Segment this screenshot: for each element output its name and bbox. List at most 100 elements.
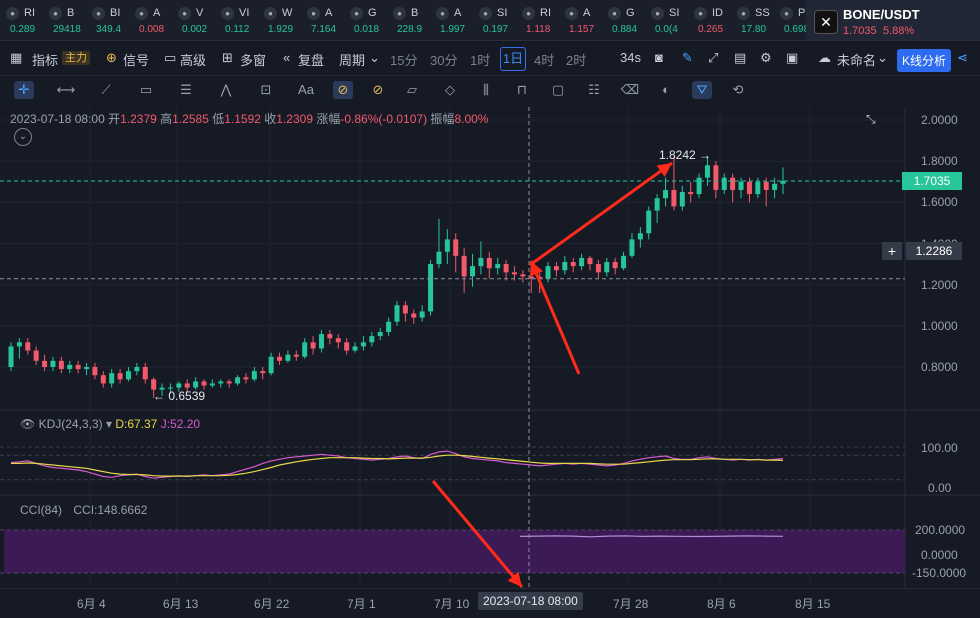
magnet-icon[interactable]: ⊘	[333, 81, 353, 99]
ticker-item[interactable]: ● PI 0.698	[774, 0, 817, 40]
horizontal-line-icon[interactable]: ⟷	[56, 82, 76, 97]
ticker-item[interactable]: ● G 0.018	[344, 0, 387, 40]
kdj-chevron-icon[interactable]: ▾	[105, 417, 112, 431]
ticker-symbol: A	[153, 7, 161, 19]
candle-body	[402, 305, 408, 314]
period-15m[interactable]: 15分	[390, 53, 418, 68]
layout-icon[interactable]: ▤	[734, 50, 747, 65]
measure-icon[interactable]: ⊡	[260, 82, 272, 97]
pencil-icon[interactable]: ✎	[682, 50, 693, 65]
ticker-item[interactable]: ● SS 17.80	[731, 0, 774, 40]
candle-body	[293, 354, 299, 357]
list-icon[interactable]: ☷	[588, 82, 600, 97]
text-icon[interactable]: Aa	[298, 82, 314, 97]
main-tag[interactable]: 主力	[62, 51, 90, 65]
ticker-symbol: B	[411, 7, 419, 19]
ticker-item[interactable]: ● G 0.884	[602, 0, 645, 40]
collapse-chevron-icon[interactable]: ⌄	[14, 128, 32, 146]
kdj-d-line	[11, 454, 784, 477]
ticker-item[interactable]: ● B 29418	[43, 0, 86, 40]
eye-icon[interactable]: 👁	[20, 417, 36, 431]
candle-body	[16, 342, 22, 347]
period-4h[interactable]: 4时	[534, 53, 555, 68]
layout-name[interactable]: 未命名	[837, 53, 877, 68]
cci-name: CCI(84)	[20, 503, 63, 517]
candle-body	[176, 383, 182, 388]
ticker-item[interactable]: ● RI 1.118	[516, 0, 559, 40]
candle-body	[151, 379, 157, 390]
add-alert-icon[interactable]: +	[882, 242, 902, 260]
ticker-item[interactable]: ● A 1.997	[430, 0, 473, 40]
refresh-icon[interactable]: ⟲	[732, 82, 744, 97]
wave-icon[interactable]: ⋀	[220, 82, 232, 97]
candle-body	[8, 346, 14, 367]
fib-lines-icon[interactable]: ☰	[180, 82, 192, 97]
trash-icon[interactable]: ⌫	[620, 82, 640, 97]
kdj-axis-0: 0.00	[928, 481, 952, 495]
indicator-button[interactable]: 指标	[32, 53, 59, 68]
ticker-price: 29418	[53, 24, 81, 35]
eraser-icon[interactable]: ◇	[445, 82, 455, 97]
candle-body	[629, 239, 635, 256]
replay-button[interactable]: 复盘	[298, 53, 325, 68]
rectangle-icon[interactable]: ▭	[139, 82, 153, 97]
ruler-icon[interactable]: ▱	[407, 82, 417, 97]
visibility-icon[interactable]: ▢	[551, 82, 565, 97]
ticker-item[interactable]: ● RI 0.289	[0, 0, 43, 40]
candle-body	[58, 360, 64, 370]
ohlc-legend: 2023-07-18 08:00 开1.2379 高1.2585 低1.1592…	[10, 110, 488, 127]
trend-line-icon[interactable]: ⟋	[101, 82, 111, 97]
chart-toolbar: ▦ 指标 主力 ⊕ 信号 ▭ 高级 ⊞ 多窗 « 复盘 周期 ⌄ 15分 30分…	[0, 41, 980, 76]
ticker-item[interactable]: ● V 0.002	[172, 0, 215, 40]
ticker-item[interactable]: ● VI 0.112	[215, 0, 258, 40]
ticker-item[interactable]: ● A 0.008	[129, 0, 172, 40]
advanced-button[interactable]: 高级	[180, 53, 207, 68]
candle-body	[704, 165, 710, 178]
kline-chart[interactable]	[0, 107, 980, 592]
filter-icon[interactable]: ⛛	[692, 81, 712, 99]
lock-icon[interactable]: ⊓	[516, 82, 528, 97]
ticker-item[interactable]: ● SI 0.197	[473, 0, 516, 40]
period-30m[interactable]: 30分	[430, 53, 458, 68]
period-1h[interactable]: 1时	[470, 53, 491, 68]
expand-icon[interactable]: ⤡	[866, 112, 876, 126]
camera-icon[interactable]: ◙	[655, 50, 663, 65]
share-icon[interactable]: ⋖	[957, 50, 968, 65]
period-dropdown[interactable]: 周期	[339, 53, 366, 68]
ticker-symbol: RI	[24, 7, 35, 19]
candle-body	[109, 373, 115, 384]
candle-body	[386, 321, 392, 333]
crosshair-icon[interactable]: ✛	[14, 81, 34, 99]
candles-icon[interactable]: ⫼	[483, 82, 489, 97]
magnet-strong-icon[interactable]: ⊘	[372, 82, 384, 97]
cci-axis-200: 200.0000	[915, 523, 966, 537]
candle-body	[671, 189, 677, 207]
ticker-item[interactable]: ● SI 0.0(4	[645, 0, 688, 40]
candle-body	[33, 350, 39, 361]
signal-button[interactable]: 信号	[123, 53, 150, 68]
multi-window-button[interactable]: 多窗	[240, 53, 267, 68]
ticker-item[interactable]: ● W 1.929	[258, 0, 301, 40]
candle-body	[545, 266, 551, 279]
fullscreen-icon[interactable]: ⤢	[708, 50, 719, 65]
ticker-symbol: VI	[239, 7, 250, 19]
cloud-icon: ☁	[818, 50, 831, 65]
ticker-item[interactable]: ● ID 0.265	[688, 0, 731, 40]
ticker-item[interactable]: ● A 1.157	[559, 0, 602, 40]
ticker-item[interactable]: ● BI 349.4	[86, 0, 129, 40]
palette-icon[interactable]: ◐	[662, 82, 670, 97]
candle-body	[646, 210, 652, 234]
x-label: 7月 10	[434, 597, 470, 611]
candle-body	[738, 181, 744, 190]
layout-save-icon[interactable]: ▣	[786, 50, 799, 65]
ticker-symbol: PI	[798, 7, 809, 19]
kline-analysis-button[interactable]: K线分析	[897, 49, 952, 72]
ticker-item[interactable]: ● A 7.164	[301, 0, 344, 40]
red-arrow-up	[529, 161, 673, 267]
period-1d[interactable]: 1日	[500, 47, 526, 71]
coin-icon: ●	[135, 7, 148, 20]
ticker-item[interactable]: ● B 228.9	[387, 0, 430, 40]
candle-body	[268, 356, 274, 374]
period-2h[interactable]: 2时	[566, 53, 587, 68]
gear-icon[interactable]: ⚙	[760, 50, 772, 65]
